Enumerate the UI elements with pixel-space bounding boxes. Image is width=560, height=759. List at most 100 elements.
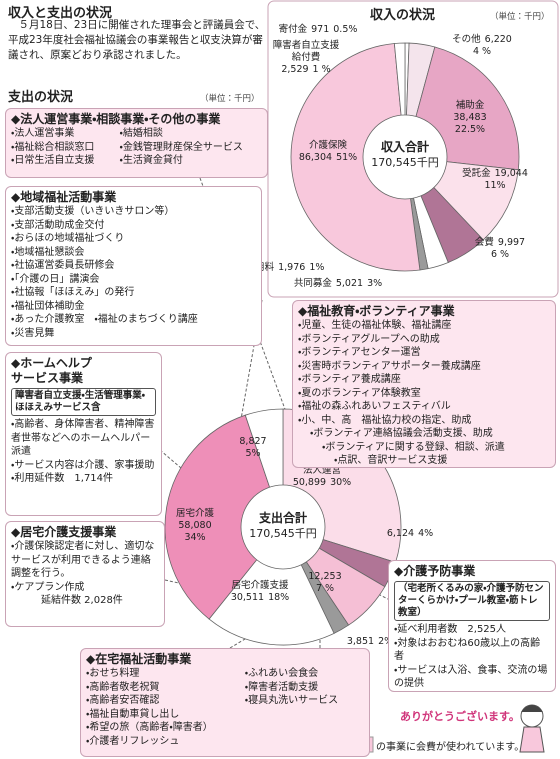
section-item: ・福祉自動車貸し出し <box>86 708 180 720</box>
section-subtitle: （宅老所くるみの家・介護予防センターくらかけ・プール教室・筋トレ教室） <box>394 581 550 621</box>
slice-percent: 22.5% <box>454 124 486 135</box>
section-box: ◆介護予防事業 （宅老所くるみの家・介護予防センターくらかけ・プール教室・筋トレ教… <box>388 560 556 692</box>
section-item: ・ボランティア養成講座 <box>298 374 401 385</box>
slice-percent: 30% <box>330 477 352 488</box>
expense-heading: 支出の状況 <box>8 90 74 105</box>
slice-percent: 51% <box>336 152 358 163</box>
slice-name: 介護保険 <box>308 140 347 151</box>
section-box: ◆地域福祉活動事業 ・支部活動支援（いきいきサロン等） ・支部活動助成金交付 ・おらほ… <box>5 186 262 346</box>
section-item: ・高齢者、身体障害者、精神障害者世帯などへのホームヘルパー派遣 <box>11 419 155 457</box>
slice-name: 居宅介護支援 <box>231 580 289 591</box>
slice-name: 共同募金 <box>293 278 332 289</box>
section-items: ・延べ利用者数 2,525人 ・対象はおおむね60歳以上の高齢者 ・サービスは入浴、… <box>394 623 550 691</box>
section-item: ・夏のボランティア体験教室 <box>298 387 421 399</box>
section-item: ・サービス内容は介護、家事援助 <box>11 459 155 471</box>
slice-label: 会費 9,9976 % <box>465 237 535 261</box>
section-items: ・おせち料理 ・ふれあい会食会 ・高齢者敬老祝賀 ・障害者活動支援 ・高齢者安否確認 ・寝… <box>86 667 364 748</box>
section-item: ・サービスは入浴、食事、交流の場の提供 <box>394 664 548 690</box>
slice-label: その他 6,2204 % <box>442 34 522 58</box>
slice-percent: 3% <box>367 278 383 289</box>
income-heading: 収入の状況 <box>370 8 436 23</box>
slice-percent: 2% <box>378 636 394 647</box>
slice-label: 3,851 2% <box>330 636 410 648</box>
section-item: ・ふれあい会食会 <box>244 668 319 679</box>
slice-value: 5,021 <box>335 278 364 289</box>
slice-label: 居宅介護58,08034% <box>165 508 225 544</box>
pie-center <box>240 484 326 570</box>
section-items: ・法人運営事業 ・結婚相談 ・福祉総合相談窓口 ・金銭管理財産保全サービス ・日常生活自… <box>11 127 262 168</box>
slice-value: 6,124 <box>386 528 415 539</box>
character-illustration <box>519 704 545 753</box>
slice-percent: 1% <box>309 262 325 273</box>
slice-value: 1,976 <box>278 262 306 273</box>
section-item: ・点訳、音訳サービス支援 <box>334 455 448 466</box>
slice-value: 6,220 <box>484 34 512 45</box>
section-items: ・支部活動支援（いきいきサロン等） ・支部活動助成金交付 ・おらほの地域福祉づくり・… <box>11 205 256 340</box>
slice-name: 会費 <box>474 237 494 248</box>
section-item: ・結婚相談 <box>119 128 163 139</box>
section-subtitle: 障害者自立支援・生活管理事業・ほほえみサービス含 <box>11 388 156 416</box>
slice-name: 受託金 <box>462 168 491 179</box>
slice-value: 8,827 <box>239 436 267 447</box>
income-frame <box>267 0 559 298</box>
section-item: ・社協運営委員長研修会 <box>11 260 115 271</box>
section-item: ・延べ利用者数 2,525人 <box>394 624 507 635</box>
slice-value: 30,511 <box>230 592 265 603</box>
slice-percent: 4 % <box>472 46 492 57</box>
slice-percent: 0.5% <box>333 24 358 35</box>
section-item: ・おらほの地域福祉づくり <box>11 233 125 244</box>
pie-total: 170,545千円 <box>371 156 439 169</box>
pie-center <box>362 114 448 200</box>
thanks-text: ありがとうございます。 <box>400 710 520 723</box>
section-item <box>245 708 364 722</box>
slice-value: 971 <box>311 24 330 35</box>
slice-label: 法人運営50,899 30% <box>287 465 357 489</box>
section-box: ◆法人運営事業・相談事業・その他の事業 ・法人運営事業 ・結婚相談 ・福祉総合相談窓口… <box>5 108 268 178</box>
slice-value: 2,529 <box>281 64 309 75</box>
section-box: ◆ホームヘルプ サービス事業 障害者自立支援・生活管理事業・ほほえみサービス含 ・高齢… <box>5 352 162 516</box>
slice-label: 介護保険86,304 51% <box>293 140 363 164</box>
slice-percent: 4% <box>418 528 434 539</box>
slice-label: 共同募金 5,021 3% <box>263 278 413 290</box>
section-item: ・福祉の森ふれあいフェスティバル <box>298 401 451 412</box>
pie-center-title: 支出合計 <box>258 511 307 525</box>
page-title: 収入と支出の状況 <box>8 6 113 21</box>
section-item: ・法人運営事業 <box>11 128 75 139</box>
slice-name: 居宅介護 <box>175 508 214 519</box>
pie-center-text: 支出合計 170,545千円 <box>238 511 328 541</box>
section-item: ・高齢者敬老祝賀 <box>86 681 160 693</box>
slice-percent: 6 % <box>490 249 510 260</box>
section-item <box>245 735 364 749</box>
section-title: ◆介護予防事業 <box>394 564 476 578</box>
section-item: ・災害見舞 <box>11 327 55 339</box>
section-item: ・ボランティアに関する登録、相談、派遣 <box>322 441 505 453</box>
slice-name: 補助金 <box>455 100 485 111</box>
section-item: ・ボランティアグループへの助成 <box>298 333 440 345</box>
section-box: ◆在宅福祉活動事業 ・おせち料理 ・ふれあい会食会 ・高齢者敬老祝賀 ・障害者活動支援・… <box>80 648 370 757</box>
section-box: ◆居宅介護支援事業 ・介護保険認定者に対し、適切なサービスが利用できるよう連絡調整… <box>5 521 165 627</box>
section-title: ◆法人運営事業・相談事業・その他の事業 <box>11 112 221 126</box>
section-item <box>245 721 364 735</box>
slice-name: 障害者自立支援給付費 <box>272 40 340 63</box>
section-item: ・児童、生徒の福祉体験、福祉講座 <box>298 320 452 331</box>
section-item: ・高齢者安否確認 <box>86 695 160 706</box>
section-item: ・ボランティアセンター運営 <box>298 347 421 358</box>
expense-unit: （単位：千円） <box>200 94 260 104</box>
slice-percent: 34% <box>184 532 206 543</box>
section-item: 延結件数 2,028件 <box>41 595 123 606</box>
slice-label: 12,2537 % <box>300 571 350 595</box>
intro-text: ５月18日、23日に開催された理事会と評議員会で、平成23年度社会福祉協議会の事… <box>8 19 266 61</box>
section-item: ・介護者リフレッシュ <box>86 735 180 747</box>
slice-name: 寄付金 <box>278 24 308 35</box>
slice-percent: 7 % <box>315 583 335 594</box>
slice-label: 補助金38,48322.5% <box>440 100 500 136</box>
section-title: ◆居宅介護支援事業 <box>11 525 117 539</box>
section-item: ・支部活動支援（いきいきサロン等） <box>11 206 175 217</box>
slice-label: 寄付金 971 0.5% <box>253 24 383 36</box>
slice-value: 58,080 <box>178 520 212 531</box>
legend-text: の事業に会費が使われています。 <box>376 742 525 753</box>
section-item: ・金銭管理財産保全サービス <box>119 141 243 153</box>
section-title: ◆福祉教育・ボランティア事業 <box>298 304 455 318</box>
